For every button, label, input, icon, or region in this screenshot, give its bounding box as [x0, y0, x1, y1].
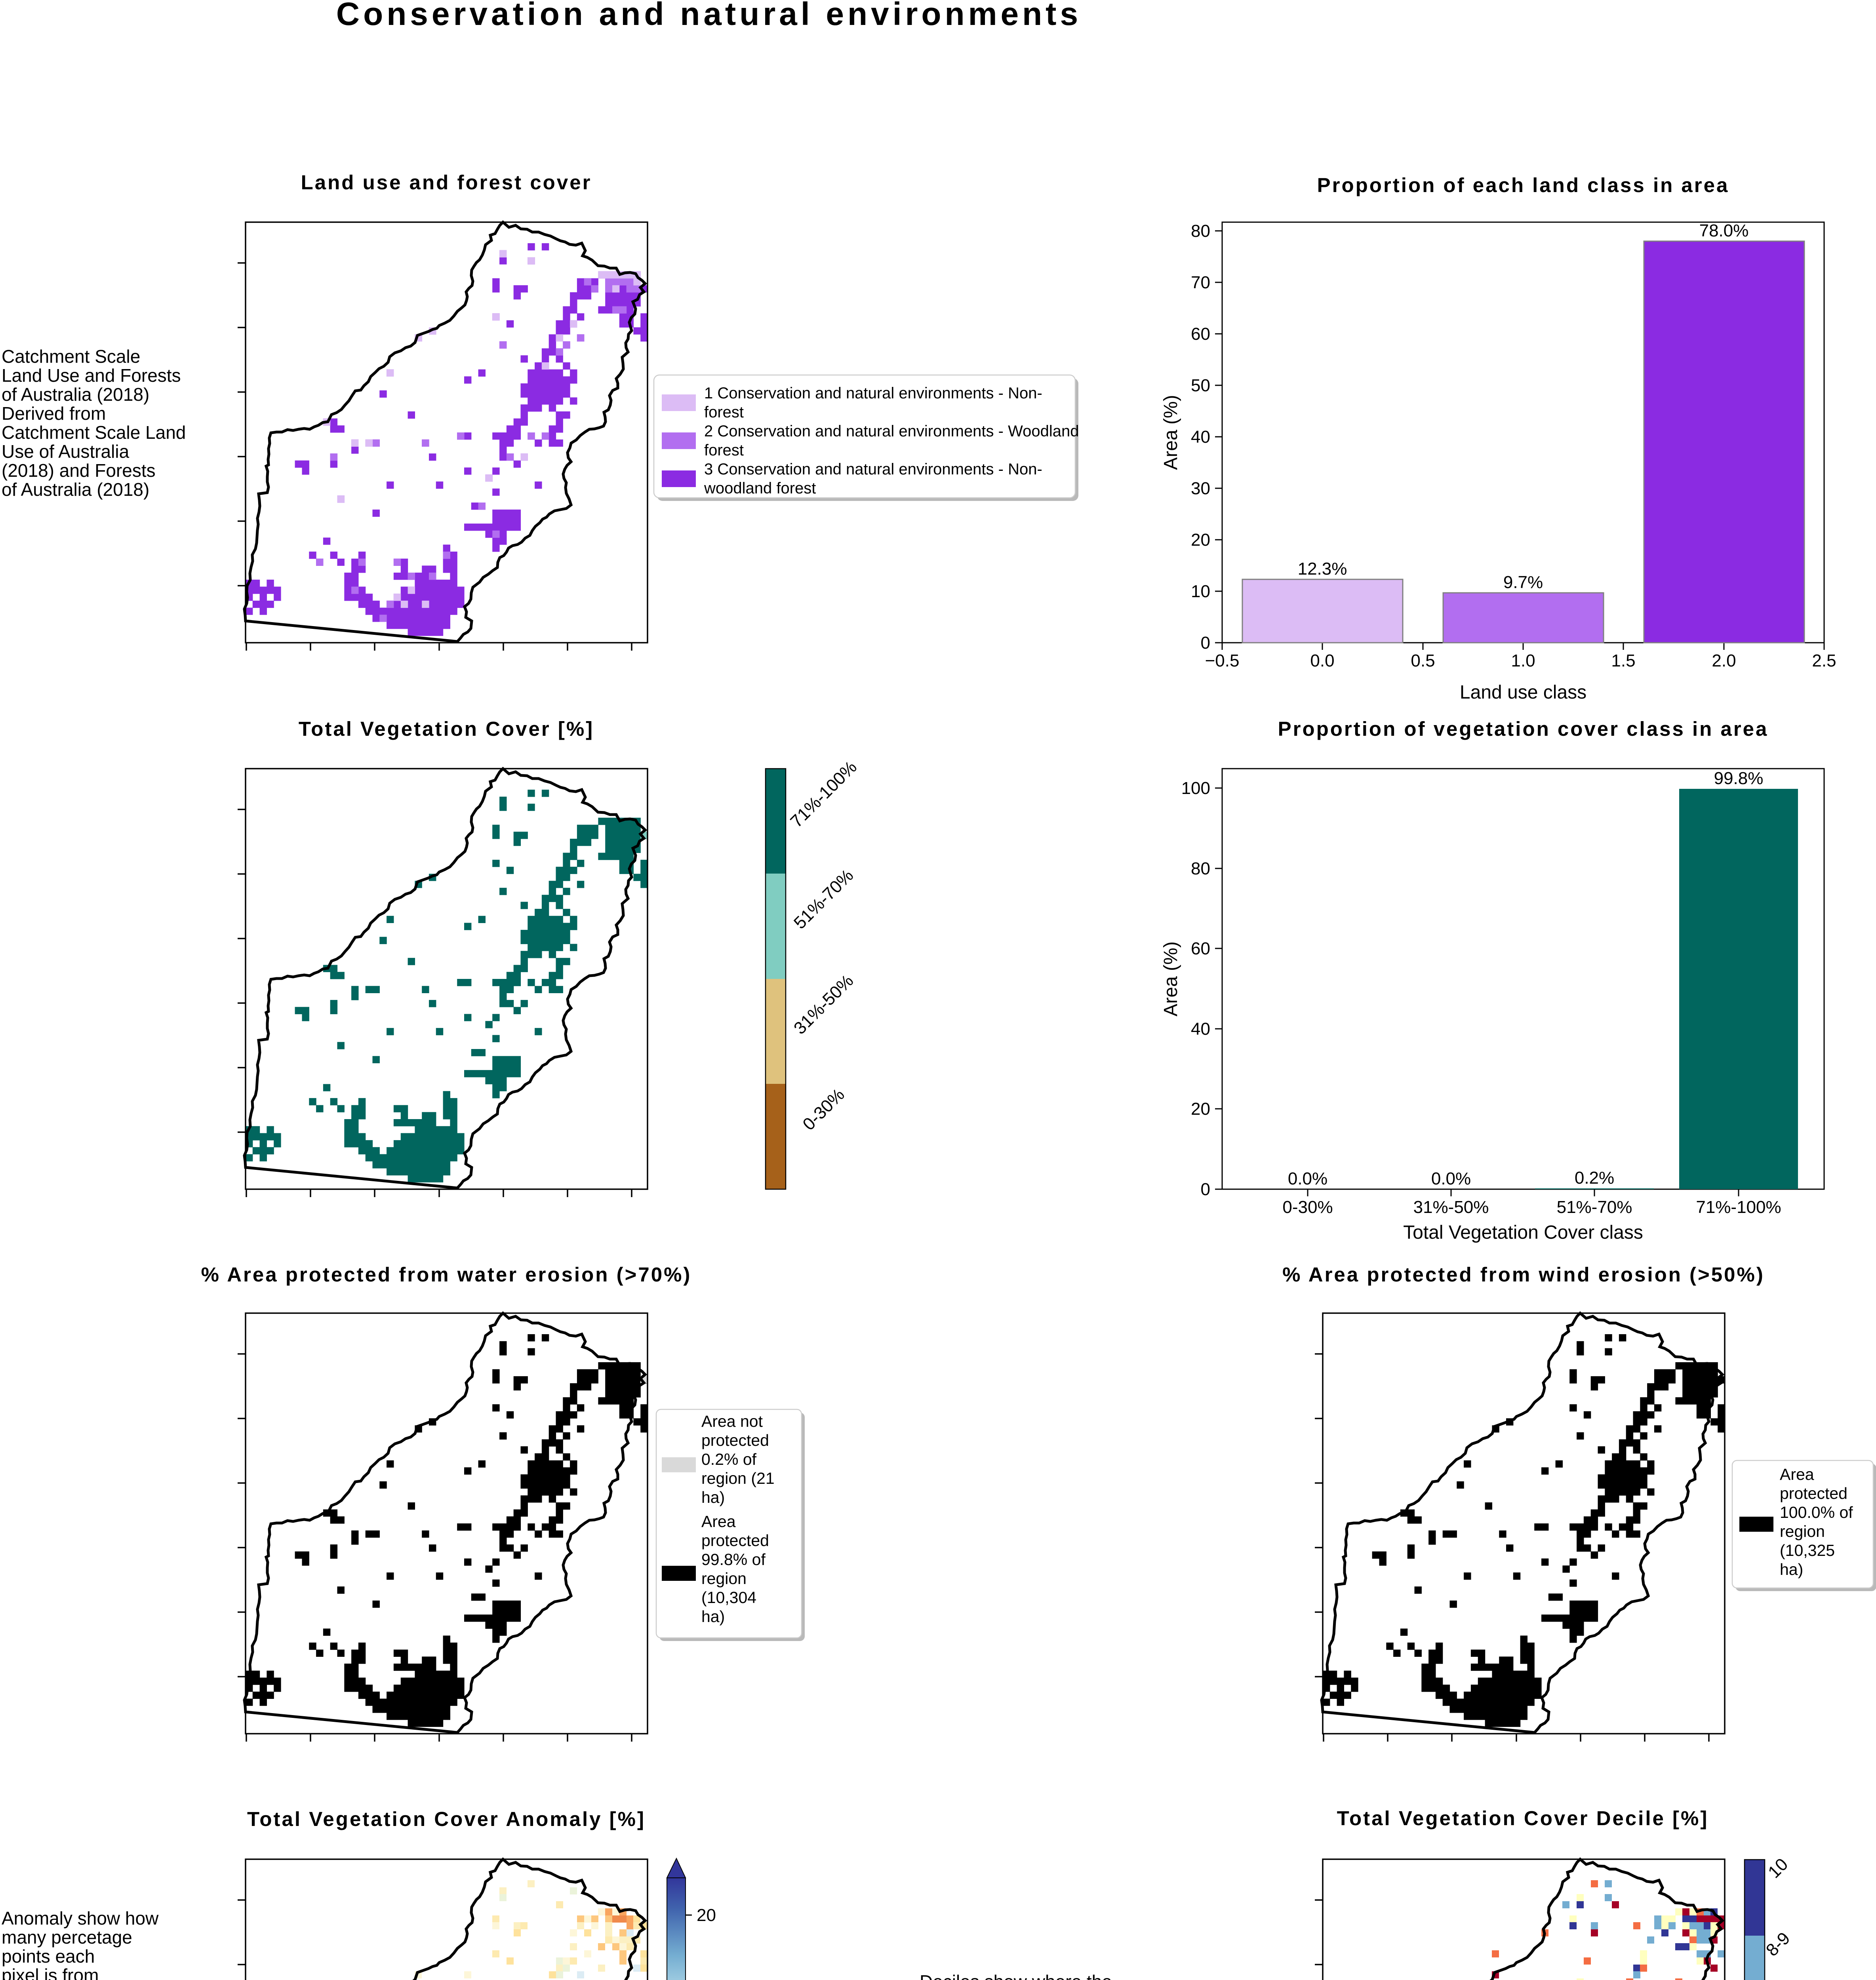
- svg-text:20: 20: [1191, 530, 1210, 550]
- svg-text:of Australia (2018): of Australia (2018): [2, 384, 149, 405]
- svg-text:2 Conservation and natural env: 2 Conservation and natural environments …: [704, 423, 1079, 440]
- svg-text:0-30%: 0-30%: [1282, 1198, 1333, 1217]
- svg-text:0.0: 0.0: [1310, 651, 1334, 670]
- svg-text:ha): ha): [1780, 1560, 1803, 1578]
- svg-text:Area (%): Area (%): [1160, 395, 1181, 470]
- svg-text:0: 0: [1201, 633, 1210, 653]
- svg-text:ha): ha): [701, 1488, 725, 1506]
- svg-text:Conservation and natural envir: Conservation and natural environments: [336, 0, 1082, 32]
- svg-text:pixel is from: pixel is from: [2, 1965, 99, 1980]
- svg-text:60: 60: [1191, 324, 1210, 344]
- svg-text:30: 30: [1191, 479, 1210, 498]
- svg-text:Total Vegetation Cover Anomaly: Total Vegetation Cover Anomaly [%]: [247, 1808, 646, 1830]
- svg-text:40: 40: [1191, 1019, 1210, 1039]
- svg-text:(10,304: (10,304: [701, 1588, 756, 1607]
- svg-text:Land use and forest cover: Land use and forest cover: [301, 171, 592, 194]
- svg-text:1.0: 1.0: [1511, 651, 1535, 670]
- svg-text:100: 100: [1181, 779, 1210, 798]
- svg-text:20: 20: [697, 1906, 716, 1925]
- svg-text:region (21: region (21: [701, 1469, 775, 1487]
- svg-text:Use of Australia: Use of Australia: [2, 441, 130, 462]
- svg-text:2.0: 2.0: [1712, 651, 1736, 670]
- svg-text:1.5: 1.5: [1611, 651, 1635, 670]
- svg-text:many percetage: many percetage: [2, 1927, 132, 1948]
- svg-text:20: 20: [1191, 1099, 1210, 1119]
- svg-text:Area (%): Area (%): [1160, 941, 1181, 1016]
- svg-text:Total Vegetation Cover Decile: Total Vegetation Cover Decile [%]: [1337, 1807, 1709, 1830]
- svg-text:Catchment Scale: Catchment Scale: [2, 346, 140, 367]
- svg-text:(10,325: (10,325: [1780, 1541, 1835, 1559]
- svg-text:Derived from: Derived from: [2, 403, 106, 424]
- svg-text:9.7%: 9.7%: [1503, 573, 1543, 592]
- svg-text:0: 0: [1201, 1180, 1210, 1199]
- svg-text:80: 80: [1191, 859, 1210, 878]
- svg-text:forest: forest: [704, 404, 744, 421]
- svg-text:1 Conservation and natural env: 1 Conservation and natural environments …: [704, 385, 1042, 402]
- svg-text:70: 70: [1191, 273, 1210, 292]
- svg-text:Area: Area: [701, 1512, 736, 1531]
- svg-text:80: 80: [1191, 221, 1210, 241]
- svg-text:forest: forest: [704, 442, 744, 459]
- svg-text:31%-50%: 31%-50%: [1413, 1198, 1489, 1217]
- svg-text:2.5: 2.5: [1812, 651, 1836, 670]
- svg-text:region: region: [1780, 1522, 1825, 1540]
- svg-text:0.2% of: 0.2% of: [701, 1450, 757, 1468]
- svg-text:78.0%: 78.0%: [1699, 221, 1749, 240]
- svg-text:3 Conservation and natural env: 3 Conservation and natural environments …: [704, 461, 1042, 478]
- svg-text:protected: protected: [701, 1431, 769, 1449]
- svg-text:woodland forest: woodland forest: [704, 480, 816, 497]
- svg-text:region: region: [701, 1569, 747, 1588]
- svg-text:99.8%: 99.8%: [1714, 769, 1764, 788]
- svg-text:% Area protected from wind ero: % Area protected from wind erosion (>50%…: [1282, 1263, 1765, 1286]
- svg-text:Proportion of vegetation cover: Proportion of vegetation cover class in …: [1278, 718, 1769, 740]
- svg-text:% Area protected from water er: % Area protected from water erosion (>70…: [201, 1263, 692, 1286]
- svg-text:Proportion of each land class: Proportion of each land class in area: [1317, 174, 1729, 196]
- svg-text:Land Use and Forests: Land Use and Forests: [2, 365, 181, 386]
- svg-text:Area: Area: [1780, 1465, 1814, 1483]
- svg-text:ha): ha): [701, 1607, 725, 1626]
- svg-text:0.0%: 0.0%: [1288, 1169, 1327, 1188]
- svg-text:Land use class: Land use class: [1460, 682, 1587, 703]
- svg-text:40: 40: [1191, 427, 1210, 447]
- svg-text:51%-70%: 51%-70%: [1557, 1198, 1632, 1217]
- svg-text:protected: protected: [1780, 1484, 1847, 1502]
- svg-text:12.3%: 12.3%: [1298, 559, 1347, 579]
- svg-text:protected: protected: [701, 1531, 769, 1550]
- svg-text:99.8% of: 99.8% of: [701, 1550, 766, 1569]
- svg-text:Deciles show where the: Deciles show where the: [920, 1971, 1112, 1980]
- svg-text:60: 60: [1191, 939, 1210, 958]
- svg-text:0.0%: 0.0%: [1431, 1169, 1471, 1188]
- svg-text:−0.5: −0.5: [1205, 651, 1240, 670]
- svg-text:0.5: 0.5: [1411, 651, 1435, 670]
- svg-text:of Australia (2018): of Australia (2018): [2, 479, 149, 500]
- svg-text:Area not: Area not: [701, 1412, 763, 1430]
- svg-text:100.0% of: 100.0% of: [1780, 1503, 1853, 1521]
- svg-text:Anomaly show how: Anomaly show how: [2, 1908, 159, 1929]
- svg-text:Catchment Scale Land: Catchment Scale Land: [2, 422, 186, 443]
- svg-text:points each: points each: [2, 1946, 95, 1967]
- svg-text:50: 50: [1191, 376, 1210, 395]
- svg-text:71%-100%: 71%-100%: [1696, 1198, 1781, 1217]
- svg-text:Total Vegetation Cover class: Total Vegetation Cover class: [1403, 1222, 1643, 1243]
- svg-text:0.2%: 0.2%: [1575, 1168, 1614, 1188]
- svg-text:10: 10: [1191, 582, 1210, 601]
- svg-text:Total Vegetation Cover [%]: Total Vegetation Cover [%]: [299, 718, 594, 740]
- svg-text:(2018) and Forests: (2018) and Forests: [2, 460, 156, 481]
